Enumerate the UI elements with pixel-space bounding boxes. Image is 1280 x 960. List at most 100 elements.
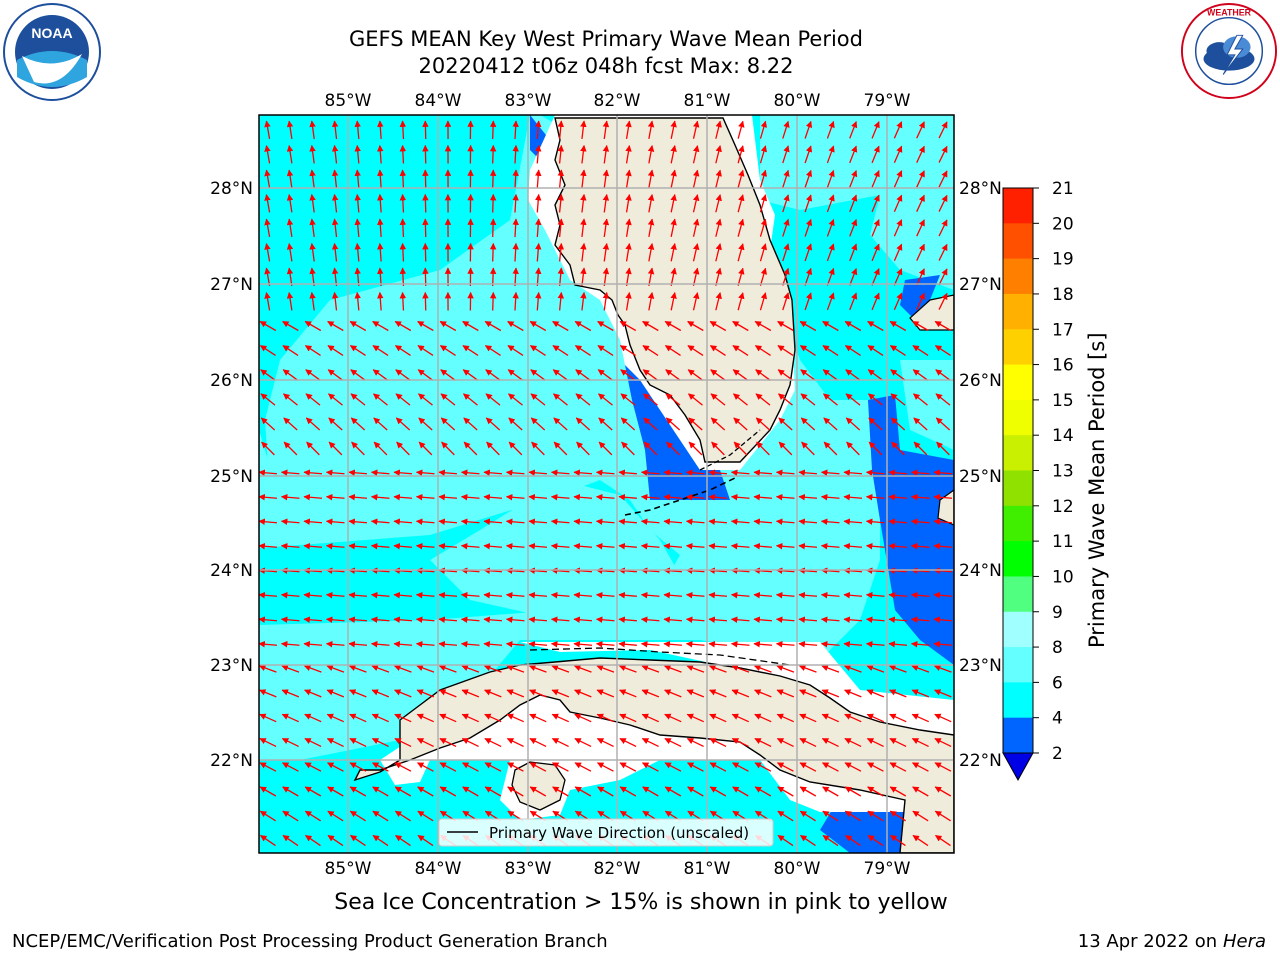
wave-arrow xyxy=(799,786,817,797)
wave-arrow xyxy=(938,219,948,237)
wave-arrow xyxy=(259,810,276,822)
sea-ice-note: Sea Ice Concentration > 15% is shown in … xyxy=(334,890,948,915)
wave-arrow xyxy=(393,493,413,501)
wave-arrow xyxy=(782,243,790,262)
wave-arrow xyxy=(692,243,700,262)
wave-arrow xyxy=(304,834,321,847)
wave-arrow xyxy=(708,493,728,501)
wave-arrow xyxy=(399,267,407,287)
wave-arrow xyxy=(372,834,389,847)
wave-arrow xyxy=(573,469,593,476)
colorbar-tick-label: 11 xyxy=(1052,532,1074,552)
wave-arrow xyxy=(715,267,722,286)
wave-arrow xyxy=(350,393,366,406)
wave-arrow xyxy=(849,268,858,286)
wave-arrow xyxy=(462,786,479,797)
wave-arrow xyxy=(934,713,952,723)
wave-arrow xyxy=(868,393,883,406)
wave-arrow xyxy=(708,640,728,648)
wave-arrow xyxy=(602,193,610,213)
wave-arrow xyxy=(512,267,519,287)
wave-arrow xyxy=(508,393,523,406)
colorbar-tick-label: 17 xyxy=(1052,320,1074,340)
wave-arrow xyxy=(286,169,294,188)
colorbar-extend-triangle xyxy=(1002,752,1034,782)
wave-arrow xyxy=(782,194,790,213)
wave-arrow xyxy=(399,193,407,213)
wave-arrow xyxy=(309,267,316,287)
wave-arrow xyxy=(867,834,884,847)
wave-arrow xyxy=(708,469,728,476)
wave-arrow xyxy=(916,121,925,139)
wave-arrow xyxy=(663,493,683,501)
wave-arrow xyxy=(710,369,726,381)
wave-arrow xyxy=(528,542,548,550)
wave-arrow xyxy=(331,169,339,189)
wave-arrow xyxy=(844,737,862,748)
wave-arrow xyxy=(755,393,771,406)
wave-arrow xyxy=(551,737,569,748)
wave-arrow xyxy=(580,193,587,213)
wave-arrow xyxy=(485,393,501,406)
wave-arrow xyxy=(826,194,835,213)
wave-arrow xyxy=(441,441,455,456)
wave-arrow xyxy=(685,591,705,599)
wave-arrow xyxy=(280,493,300,501)
wave-arrow xyxy=(394,713,412,723)
wave-arrow xyxy=(820,616,840,623)
wave-arrow xyxy=(640,591,660,599)
wave-arrow xyxy=(326,762,344,772)
wave-arrow xyxy=(286,193,294,213)
wave-arrow xyxy=(483,518,503,525)
wave-arrow xyxy=(822,834,839,847)
wave-arrow xyxy=(281,737,299,748)
wave-arrow xyxy=(395,417,411,431)
wave-arrow xyxy=(782,292,790,311)
wave-arrow xyxy=(328,393,343,406)
wave-arrow xyxy=(820,640,840,648)
wave-arrow xyxy=(670,267,677,286)
wave-arrow xyxy=(798,542,818,550)
lon-label-bottom: 81°W xyxy=(684,859,731,879)
wave-arrow xyxy=(354,169,361,189)
wave-arrow xyxy=(889,320,907,332)
wave-arrow xyxy=(354,218,361,238)
wave-arrow xyxy=(911,762,929,772)
wave-arrow xyxy=(889,737,907,748)
wave-arrow xyxy=(483,640,503,648)
wave-arrow xyxy=(686,713,704,723)
wave-arrow xyxy=(776,762,794,772)
wave-arrow xyxy=(349,810,366,822)
wave-arrow xyxy=(349,737,367,748)
noaa-logo-text: NOAA xyxy=(31,25,72,41)
wave-arrow xyxy=(643,393,658,406)
wave-arrow xyxy=(395,393,411,406)
wave-arrow xyxy=(440,369,456,381)
wave-arrow xyxy=(461,737,479,748)
wave-arrow xyxy=(625,193,632,213)
wave-arrow xyxy=(888,469,908,476)
wave-arrow xyxy=(507,345,524,356)
wave-arrow xyxy=(754,737,772,748)
wave-arrow xyxy=(642,786,659,797)
wave-arrow xyxy=(618,542,638,550)
wave-arrow xyxy=(506,689,525,698)
wave-arrow xyxy=(753,616,773,623)
wave-arrow xyxy=(528,493,548,501)
wave-arrow xyxy=(416,762,434,772)
wave-arrow xyxy=(489,218,497,238)
wave-arrow xyxy=(260,369,276,381)
wave-arrow xyxy=(309,218,316,238)
wave-arrow xyxy=(354,193,361,213)
wave-arrow xyxy=(687,345,704,356)
wave-arrow xyxy=(754,713,772,723)
wave-arrow xyxy=(508,417,523,431)
wave-arrow xyxy=(890,369,906,381)
wave-arrow xyxy=(642,345,659,356)
wave-arrow xyxy=(489,267,497,287)
wave-arrow xyxy=(798,616,818,623)
wave-arrow xyxy=(325,518,345,525)
wave-arrow xyxy=(715,169,722,188)
wave-arrow xyxy=(642,320,659,332)
wave-arrow xyxy=(574,345,591,356)
